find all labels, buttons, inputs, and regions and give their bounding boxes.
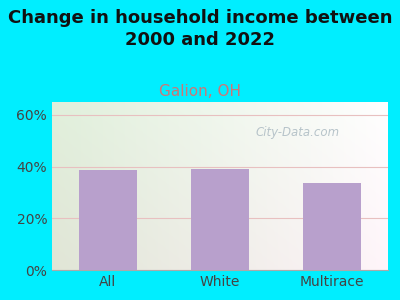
Text: Change in household income between
2000 and 2022: Change in household income between 2000 … xyxy=(8,9,392,49)
Bar xyxy=(303,183,361,270)
Text: Galion, OH: Galion, OH xyxy=(159,84,241,99)
Bar xyxy=(191,169,249,270)
Bar xyxy=(79,170,137,270)
Text: City-Data.com: City-Data.com xyxy=(255,126,339,139)
